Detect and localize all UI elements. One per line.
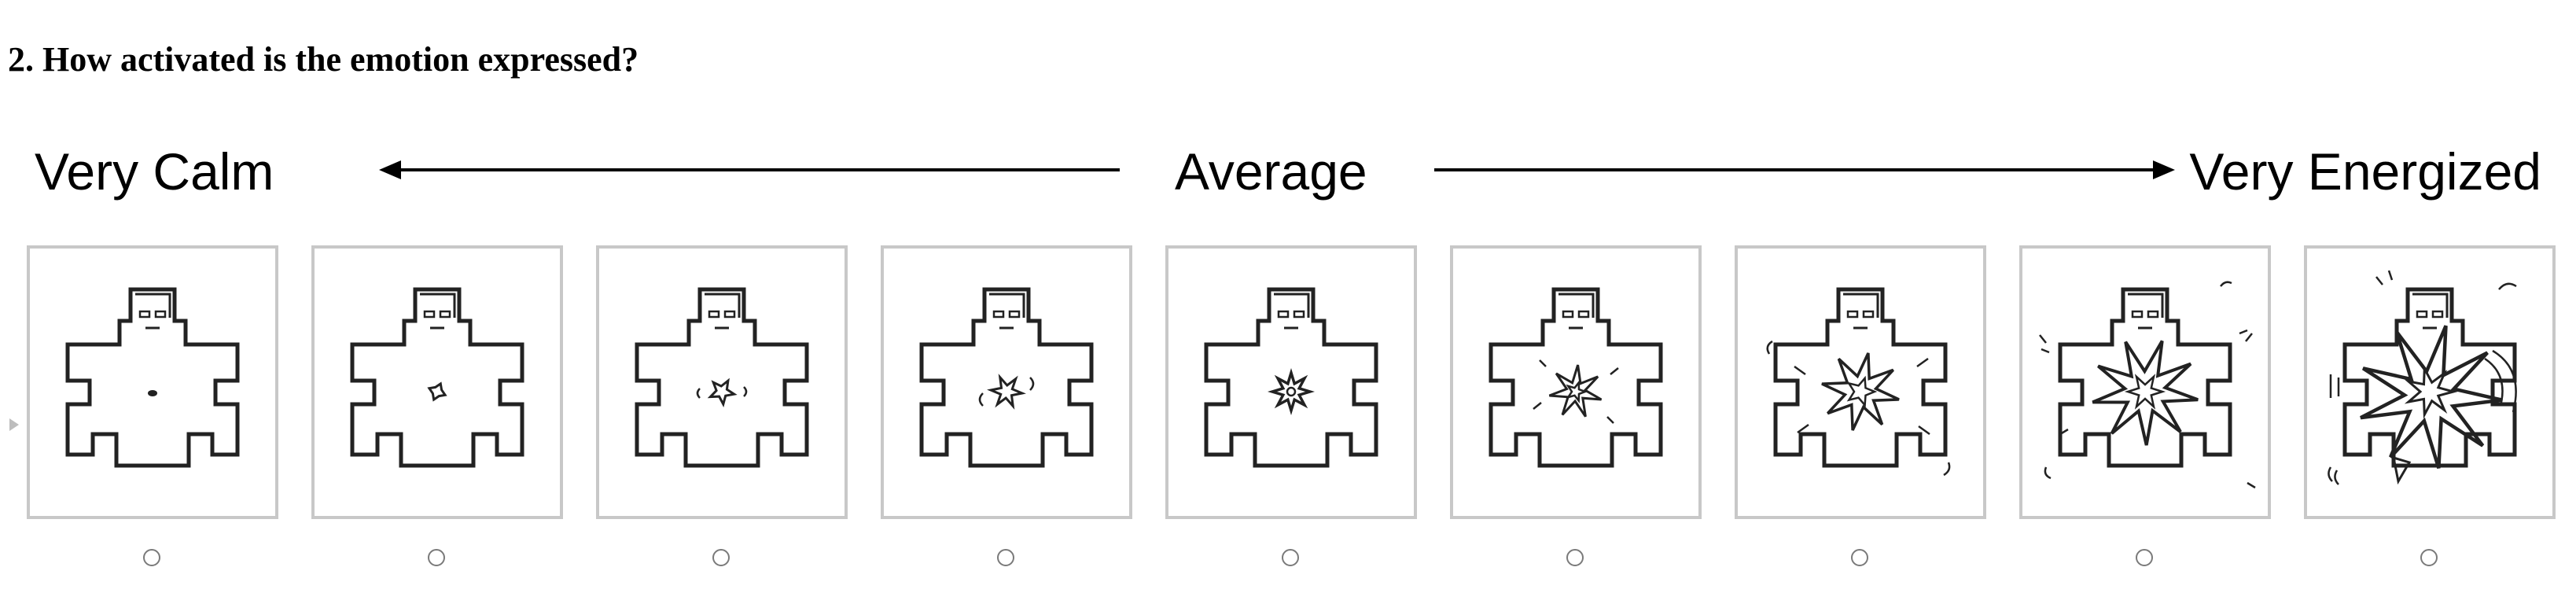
figure-panel-2 xyxy=(311,245,563,519)
arousal-radio-8[interactable] xyxy=(2136,549,2153,566)
scale-left-label: Very Calm xyxy=(35,142,274,201)
figure-panel-5 xyxy=(1165,245,1417,519)
figure-panel-4 xyxy=(881,245,1132,519)
sam-arousal-figure-icon xyxy=(1766,287,1951,477)
arousal-radio-4[interactable] xyxy=(997,549,1014,566)
figure-panel-3 xyxy=(596,245,848,519)
sam-arousal-figure-icon xyxy=(1204,287,1378,468)
arousal-radio-5[interactable] xyxy=(1282,549,1299,566)
sam-arousal-figure-icon xyxy=(2328,270,2517,485)
arousal-scale-header: Very Calm Average Very Energized xyxy=(0,132,2576,211)
sam-arousal-figure-icon xyxy=(919,287,1094,468)
sam-arousal-figure-icon xyxy=(1489,287,1663,468)
arousal-radio-3[interactable] xyxy=(712,549,730,566)
figure-panel-7 xyxy=(1735,245,1986,519)
figure-panel-9 xyxy=(2304,245,2556,519)
figure-panel-1 xyxy=(27,245,278,519)
arousal-radio-6[interactable] xyxy=(1566,549,1584,566)
arousal-radio-2[interactable] xyxy=(428,549,445,566)
arousal-radio-7[interactable] xyxy=(1851,549,1868,566)
arrow-left-icon xyxy=(379,160,1120,179)
scale-middle-label: Average xyxy=(1175,142,1367,201)
question-title: 2. How activated is the emotion expresse… xyxy=(8,40,639,79)
scale-right-label: Very Energized xyxy=(2189,142,2541,201)
sam-arousal-figure-icon xyxy=(65,287,240,468)
sam-arousal-figure-icon xyxy=(350,287,524,468)
sam-arousal-figure-icon xyxy=(635,287,809,468)
figure-panel-8 xyxy=(2019,245,2271,519)
sam-arousal-figure-icon xyxy=(2039,281,2256,489)
sam-figure-panels xyxy=(0,245,2576,524)
arousal-radio-9[interactable] xyxy=(2420,549,2438,566)
arousal-radio-1[interactable] xyxy=(143,549,160,566)
figure-panel-6 xyxy=(1450,245,1702,519)
scroll-marker-icon xyxy=(9,418,19,431)
arrow-right-icon xyxy=(1434,160,2175,179)
